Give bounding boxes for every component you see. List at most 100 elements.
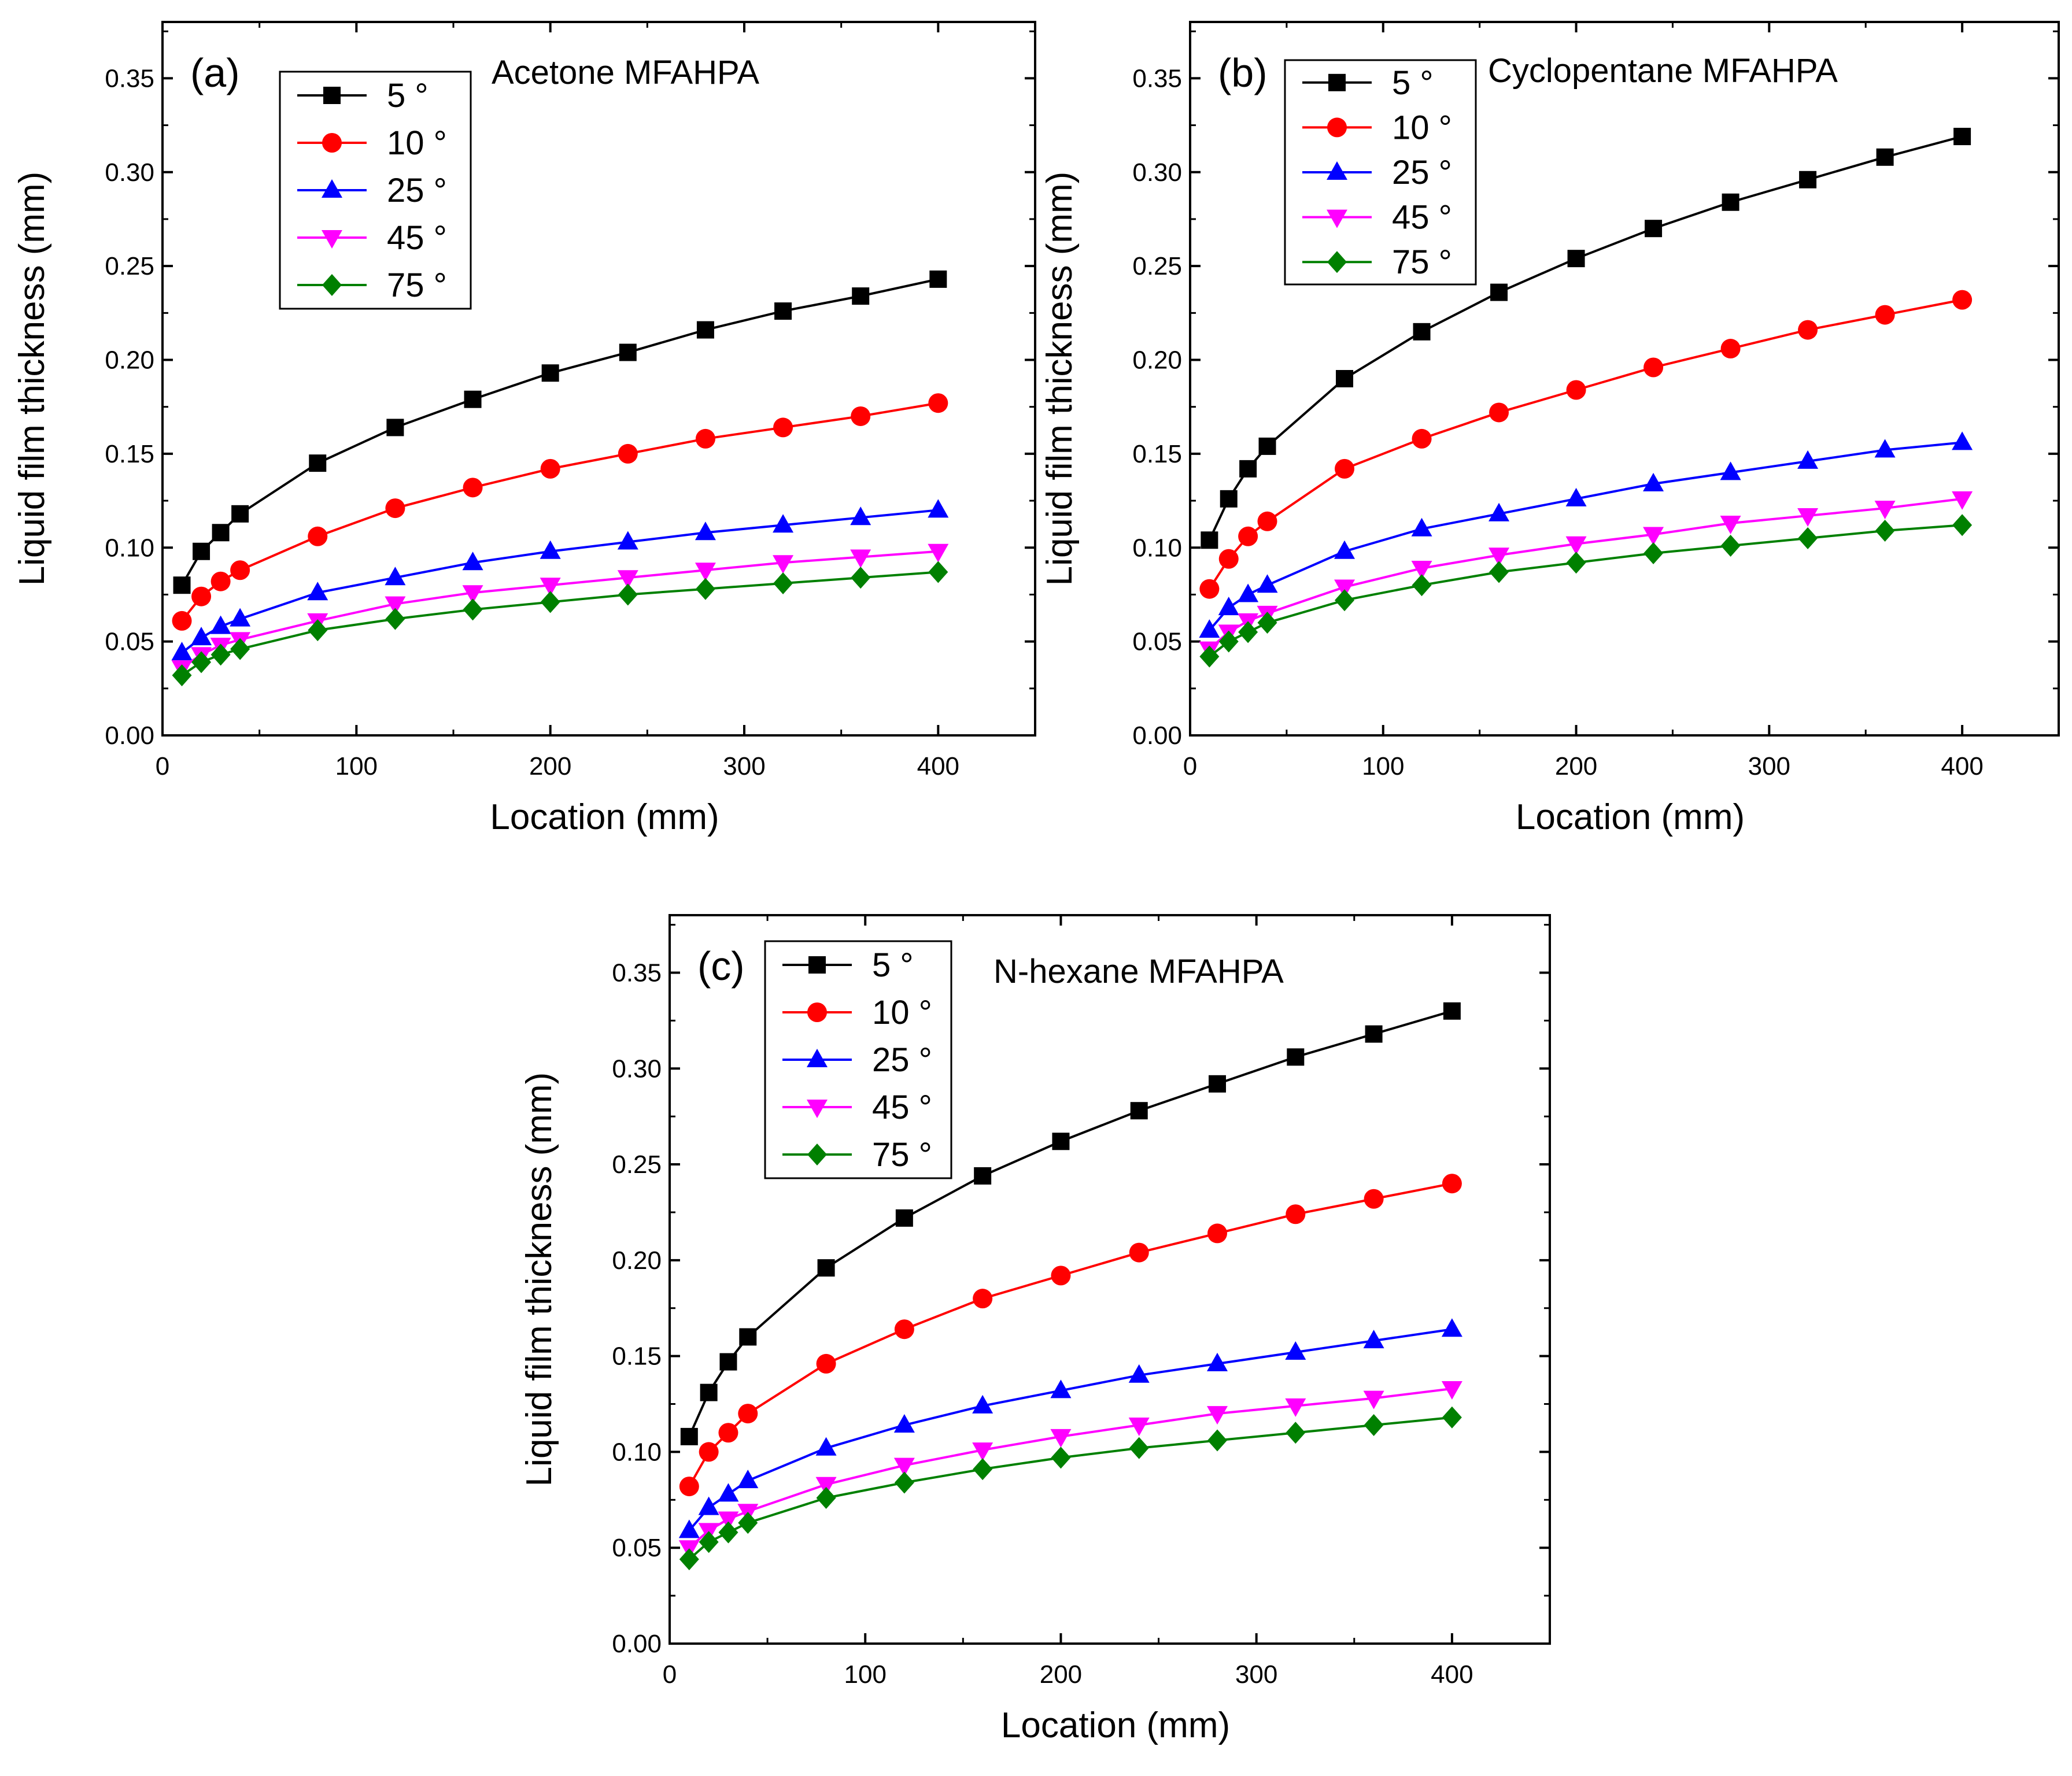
data-point [718,1483,739,1502]
data-point [773,572,793,594]
legend-label: 5 ° [1392,64,1434,102]
legend-item: 45 ° [1302,199,1452,236]
data-point [385,608,405,630]
data-point [973,1289,993,1309]
y-tick-label: 0.15 [612,1342,662,1371]
data-point [541,364,559,382]
data-point [1128,1418,1150,1436]
series-1 [679,1174,1462,1497]
y-tick-label: 0.25 [612,1150,662,1179]
y-tick-label: 0.10 [1132,534,1182,562]
data-point [1443,1002,1461,1020]
series-0 [680,1002,1461,1445]
legend-item: 25 ° [782,1041,932,1079]
legend-item: 10 ° [297,124,447,162]
data-point [1287,1048,1305,1066]
data-point [698,1496,719,1515]
data-point [1201,531,1218,549]
data-point [699,1442,719,1462]
data-point [1128,1364,1150,1383]
data-point [928,543,949,563]
series-line [688,1388,1453,1549]
data-point [1051,1446,1071,1469]
y-tick-label: 0.25 [105,252,154,280]
data-point [719,1353,737,1371]
data-point [680,1427,698,1445]
chart-title: Acetone MFAHPA [492,54,759,91]
chart-title: Cyclopentane MFAHPA [1488,52,1838,90]
x-tick-label: 300 [1748,752,1790,780]
data-point [1643,542,1664,565]
plot-frame [1189,21,2060,737]
data-point [1238,526,1258,546]
data-point [191,627,212,646]
data-point [540,458,560,479]
data-point [1567,250,1585,268]
data-point [173,576,191,594]
x-tick-label: 200 [529,752,571,780]
data-point [893,1457,915,1477]
data-point [1797,450,1819,469]
data-point [1490,283,1508,301]
legend-label: 45 ° [872,1089,932,1126]
data-point [1207,1223,1228,1244]
data-point [1238,621,1258,643]
data-point [1129,1437,1149,1459]
data-point [309,454,327,472]
series-line [1208,298,1963,590]
legend-item: 5 ° [782,946,914,984]
data-point [1566,552,1586,574]
legend-label: 5 ° [387,77,429,114]
series-line [180,402,939,622]
data-point [718,1423,738,1443]
legend-marker [322,133,342,153]
x-axis-title: Location (mm) [490,797,719,837]
series-3 [171,543,949,679]
x-axis: 0 100 200 300 400 [663,915,1473,1689]
legend-marker [807,1049,828,1067]
series-2 [1199,431,1973,638]
data-point [1050,1379,1072,1398]
data-point [385,596,406,615]
data-point [1199,579,1220,599]
data-point [230,560,250,580]
data-point [1442,1406,1462,1429]
legend-label: 25 ° [1392,154,1452,191]
legend-marker [1327,251,1347,273]
legend-label: 75 ° [1392,243,1452,281]
chart-title: N-hexane MFAHPA [993,953,1284,990]
data-point [852,287,870,305]
legend-item: 25 ° [1302,154,1452,191]
data-point [1207,1406,1228,1425]
data-point [1875,305,1895,325]
x-tick-label: 100 [844,1660,887,1689]
data-point [894,1319,914,1340]
legend: 5 ° 10 ° 25 ° 45 ° 75 ° [764,940,952,1179]
y-axis-title: Liquid film thickness (mm) [519,1072,559,1487]
legend-label: 45 ° [387,219,447,257]
legend-label: 25 ° [872,1041,932,1079]
data-point [1722,193,1739,211]
data-point [1489,547,1510,567]
data-point [1411,560,1432,579]
y-tick-label: 0.35 [105,64,154,92]
x-tick-label: 400 [1941,752,1983,780]
data-point [1645,220,1663,238]
data-point [1199,645,1220,668]
series-3 [1199,491,1973,660]
data-point [618,583,638,606]
data-point [1218,549,1239,569]
y-tick-label: 0.00 [612,1630,662,1658]
series-2 [678,1318,1462,1538]
data-point [1643,357,1664,378]
data-point [1239,460,1257,478]
series-4 [1199,514,1973,668]
data-point [695,563,716,582]
data-point [1720,339,1741,359]
y-axis: 0.00 0.05 0.10 0.15 0.20 0.25 0.30 0.35 [612,924,1550,1658]
x-tick-label: 200 [1040,1660,1082,1689]
data-point [1052,1133,1070,1150]
data-point [1130,1102,1148,1120]
data-point [1207,1352,1228,1371]
data-point [308,526,328,546]
